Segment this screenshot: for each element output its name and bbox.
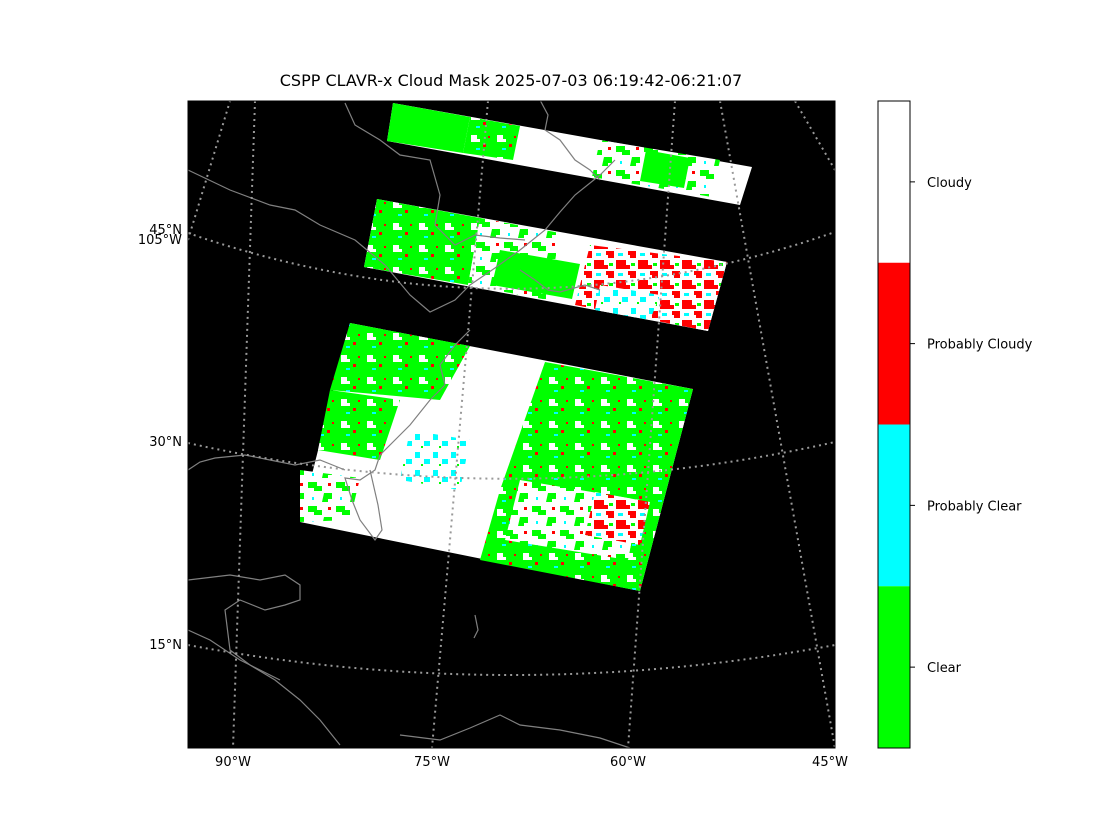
colorbar-segment-clear	[878, 586, 910, 748]
lon-label-90w: 90°W	[215, 755, 251, 770]
lon-label-45w: 45°W	[812, 755, 848, 770]
lat-label-30n: 30°N	[149, 435, 182, 450]
lon-label-105w: 105°W	[138, 233, 182, 248]
lat-label-15n: 15°N	[149, 638, 182, 653]
colorbar-label: Cloudy	[927, 176, 972, 191]
map-panel	[187, 100, 836, 749]
lon-labels: 90°W 75°W 60°W 45°W	[215, 755, 848, 770]
colorbar-segment-cloudy	[878, 101, 910, 263]
swath-middle	[364, 199, 727, 331]
coastlines	[188, 101, 631, 748]
lat-label-45n: 45°N	[149, 223, 182, 238]
colorbar-label: Clear	[927, 661, 962, 676]
swath-north	[387, 103, 752, 205]
lon-label-75w: 75°W	[414, 755, 450, 770]
colorbar-label: Probably Cloudy	[927, 338, 1033, 353]
colorbar-segment-probably-cloudy	[878, 262, 910, 425]
colorbar-label: Probably Clear	[927, 499, 1022, 514]
swath-south	[300, 323, 693, 591]
map-title: CSPP CLAVR-x Cloud Mask 2025-07-03 06:19…	[280, 71, 742, 90]
lat-labels: 45°N 105°W 30°N 15°N	[138, 223, 182, 653]
colorbar-frame	[877, 100, 911, 749]
lon-label-60w: 60°W	[610, 755, 646, 770]
colorbar: Cloudy Probably Cloudy Probably Clear Clear	[877, 100, 1033, 749]
graticule	[188, 101, 835, 748]
colorbar-segment-probably-clear	[878, 424, 910, 587]
map-frame	[187, 100, 836, 749]
